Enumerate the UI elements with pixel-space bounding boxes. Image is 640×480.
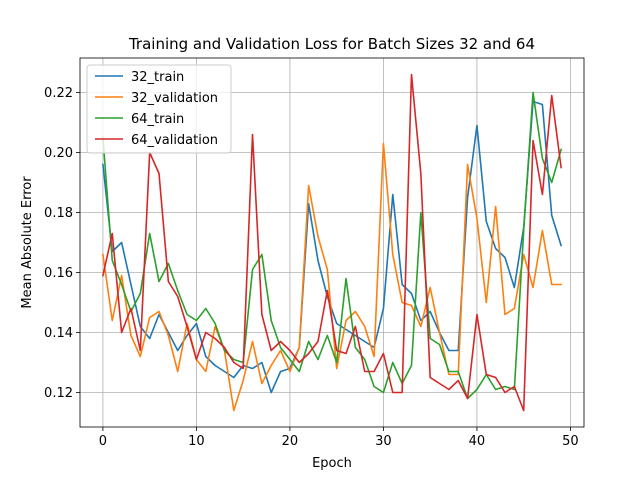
y-tick-label: 0.16: [44, 266, 73, 281]
x-axis-title: Epoch: [312, 456, 352, 471]
x-tick-label: 30: [375, 434, 392, 449]
x-tick-label: 10: [188, 434, 205, 449]
legend-label: 64_train: [131, 112, 184, 127]
x-tick-label: 0: [99, 434, 107, 449]
y-tick-label: 0.18: [44, 206, 73, 221]
x-tick-label: 20: [282, 434, 299, 449]
series-line-32-train: [102, 100, 563, 394]
x-tick-label: 50: [562, 434, 579, 449]
chart-title: Training and Validation Loss for Batch S…: [128, 35, 535, 53]
y-axis: 0.12 0.14 0.16 0.18 0.20 0.22: [44, 86, 80, 401]
series-line-64-train: [102, 91, 563, 400]
legend: 32_train 32_validation 64_train 64_validati…: [86, 64, 232, 154]
series-line-64-validation: [101, 73, 562, 412]
legend-label: 32_validation: [131, 91, 218, 106]
x-axis: 0 10 20 30 40 50: [99, 427, 579, 449]
legend-label: 32_train: [131, 70, 184, 85]
y-tick-label: 0.14: [44, 326, 73, 341]
y-tick-label: 0.22: [44, 86, 73, 101]
legend-box: [86, 64, 232, 154]
y-tick-label: 0.20: [44, 146, 73, 161]
series-lines: [101, 73, 563, 412]
y-axis-title: Mean Absolute Error: [20, 176, 35, 309]
x-tick-label: 40: [469, 434, 486, 449]
legend-label: 64_validation: [131, 133, 218, 148]
plot-frame: [79, 57, 585, 428]
y-tick-label: 0.12: [44, 386, 73, 401]
